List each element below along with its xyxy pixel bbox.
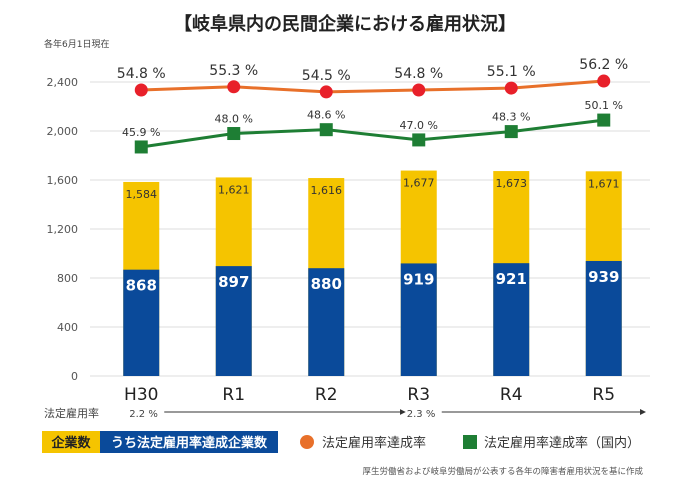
bar-achieved-label: 897: [218, 273, 249, 291]
rate-point-national: [504, 125, 518, 139]
rate-line-national: [141, 118, 604, 149]
rate-lines: 54.8 % 55.3 % 54.5 % 54.8 % 55.1 % 56.2 % 45.9…: [117, 57, 628, 154]
x-tick-label: R2: [315, 385, 338, 405]
bar-total-label: 1,621: [218, 183, 250, 196]
legal-rate-label: 法定雇用率: [44, 406, 99, 420]
bar-total-label: 1,673: [496, 177, 528, 190]
y-tick-label: 800: [57, 272, 78, 285]
rate-point-national: [134, 140, 148, 154]
legend-line1-marker: [300, 435, 314, 449]
x-tick-label: R5: [592, 385, 615, 405]
bar-achieved-label: 921: [496, 270, 527, 288]
y-tick-label: 0: [71, 370, 78, 383]
y-tick-label: 1,200: [47, 223, 79, 236]
x-tick-label: R4: [500, 385, 523, 405]
rate-label-national: 47.0 %: [400, 119, 438, 132]
rate-point-national: [227, 127, 241, 141]
y-tick-label: 400: [57, 321, 78, 334]
rate-point-national: [597, 113, 611, 127]
legal-rate-arrows: 2.2 % 2.3 %: [129, 409, 646, 420]
y-tick-label: 2,400: [47, 76, 79, 89]
bar-achieved: [585, 260, 622, 376]
rate-label-gifu: 54.8 %: [394, 66, 443, 82]
chart-footer: 厚生労働省および岐阜労働局が公表する各年の障害者雇用状況を基に作成: [362, 466, 643, 477]
rate-point-national: [319, 123, 333, 137]
bar-total-label: 1,671: [588, 177, 620, 190]
rate-point-gifu: [504, 81, 518, 95]
rate-label-national: 48.3 %: [492, 111, 530, 124]
rate-label-gifu: 54.8 %: [117, 66, 166, 82]
rate-point-gifu: [597, 74, 611, 88]
y-tick-label: 1,600: [47, 174, 79, 187]
rate-label-national: 48.6 %: [307, 109, 345, 122]
bars: 1,584 868 1,621 897 1,616 880 1,677 919 1,673 921…: [123, 170, 622, 376]
rate-line-gifu: [141, 79, 604, 94]
bar-achieved: [123, 269, 160, 376]
legal-rate-value: 2.2 %: [129, 409, 158, 420]
bar-total-label: 1,677: [403, 177, 435, 190]
legend: 企業数 うち法定雇用率達成企業数 法定雇用率達成率 法定雇用率達成率（国内）: [42, 431, 640, 453]
rate-label-national: 50.1 %: [585, 99, 623, 112]
legend-bar1-box: [42, 431, 100, 453]
bar-achieved-label: 868: [126, 277, 157, 295]
legend-bar1-text: 企業数: [50, 435, 91, 451]
bar-achieved: [400, 263, 437, 376]
rate-label-national: 45.9 %: [122, 126, 160, 139]
bar-achieved-label: 939: [588, 268, 619, 286]
bar-total-label: 1,616: [311, 184, 343, 197]
chart-subtitle: 各年6月1日現在: [44, 38, 109, 50]
legend-line2-text: 法定雇用率達成率（国内）: [484, 435, 640, 451]
legend-bar2-box: [100, 431, 278, 453]
rate-point-gifu: [319, 85, 333, 99]
chart-title: 【岐阜県内の民間企業における雇用状況】: [174, 13, 516, 35]
x-tick-label: H30: [124, 385, 158, 405]
rate-label-gifu: 54.5 %: [302, 68, 351, 84]
y-tick-label: 2,000: [47, 125, 79, 138]
bar-achieved: [308, 268, 345, 376]
bar-total-label: 1,584: [126, 188, 158, 201]
legal-rate-row: 法定雇用率 2.2 % 2.3 %: [44, 406, 646, 420]
x-axis-ticks: H30 R1 R2 R3 R4 R5: [124, 385, 615, 405]
legend-line1-text: 法定雇用率達成率: [322, 435, 426, 451]
legend-bar2-text: うち法定雇用率達成企業数: [111, 435, 268, 451]
x-tick-label: R3: [407, 385, 430, 405]
y-axis-ticks: 0 400 800 1,200 1,600 2,000 2,400: [47, 76, 79, 383]
rate-point-gifu: [227, 80, 241, 94]
bar-achieved-label: 880: [311, 275, 342, 293]
rate-label-national: 48.0 %: [215, 113, 253, 126]
rate-point-national: [412, 133, 426, 147]
bar-achieved-label: 919: [403, 270, 434, 288]
rate-point-gifu: [412, 83, 426, 97]
rate-label-gifu: 55.3 %: [209, 63, 258, 79]
x-tick-label: R1: [222, 385, 245, 405]
grid-lines: [90, 81, 650, 377]
rate-label-gifu: 55.1 %: [487, 64, 536, 80]
legal-rate-value: 2.3 %: [407, 409, 436, 420]
bar-achieved: [493, 263, 530, 376]
legend-line2-marker: [463, 435, 477, 449]
bar-achieved: [215, 266, 252, 376]
rate-label-gifu: 56.2 %: [579, 57, 628, 73]
rate-point-gifu: [134, 83, 148, 97]
